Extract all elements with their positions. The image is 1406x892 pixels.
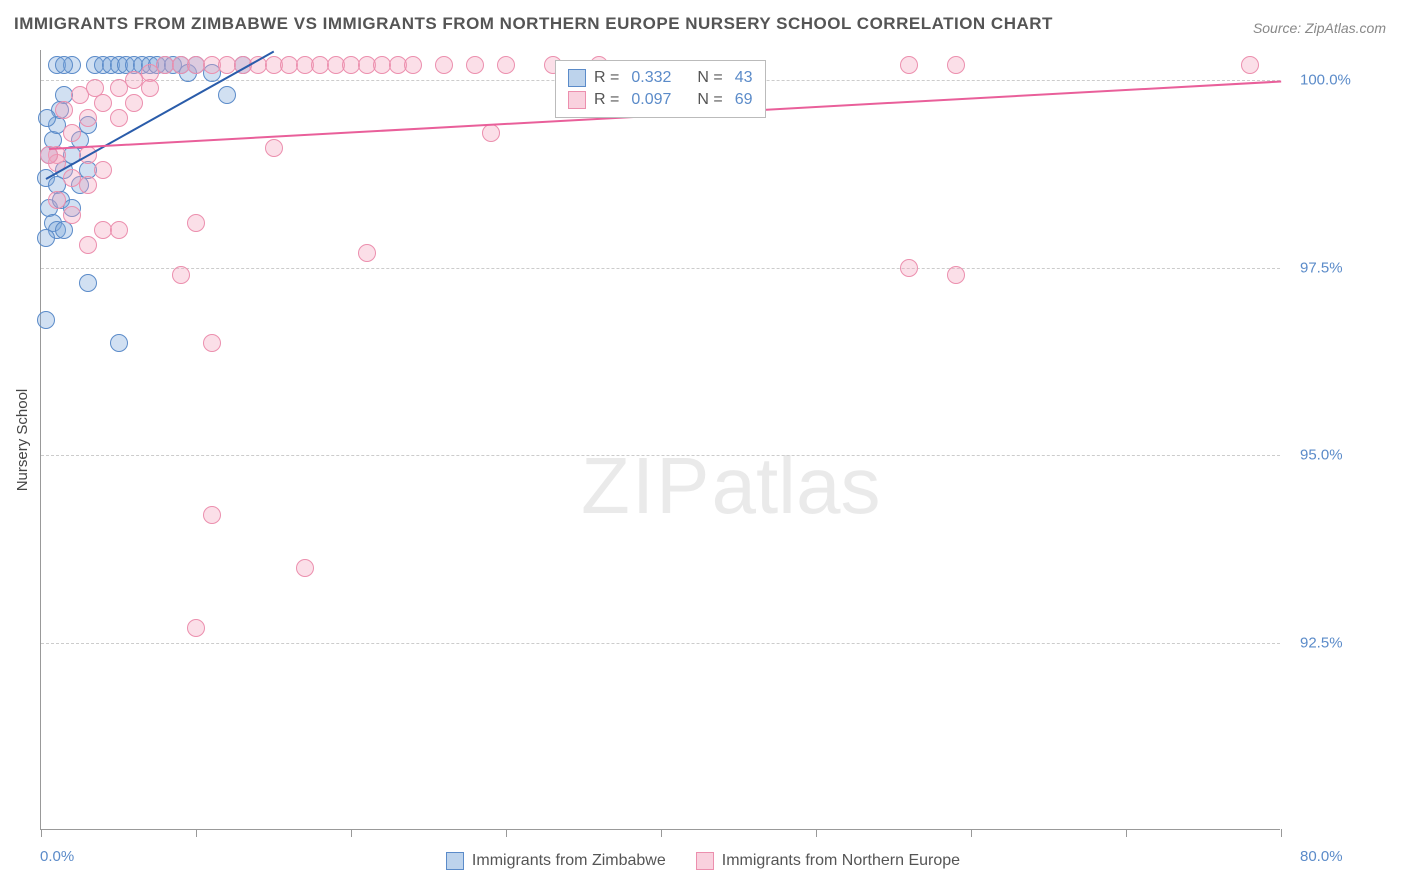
data-point (358, 244, 376, 262)
legend-r-value: 0.332 (631, 69, 671, 87)
legend-swatch-pink (696, 852, 714, 870)
y-tick-label: 95.0% (1300, 447, 1343, 464)
data-point (296, 559, 314, 577)
y-axis-title: Nursery School (14, 389, 31, 492)
data-point (63, 124, 81, 142)
data-point (218, 86, 236, 104)
gridline (41, 268, 1280, 269)
legend-n-value: 69 (735, 91, 753, 109)
data-point (203, 506, 221, 524)
bottom-legend: Immigrants from Zimbabwe Immigrants from… (0, 852, 1406, 870)
legend-n-label: N = (697, 69, 722, 87)
data-point (55, 101, 73, 119)
legend-label: Immigrants from Zimbabwe (472, 852, 666, 870)
data-point (79, 274, 97, 292)
data-point (55, 56, 73, 74)
x-axis-label-min: 0.0% (40, 848, 74, 865)
data-point (110, 334, 128, 352)
data-point (63, 206, 81, 224)
legend-r-value: 0.097 (631, 91, 671, 109)
data-point (79, 109, 97, 127)
data-point (79, 176, 97, 194)
data-point (900, 56, 918, 74)
legend-r-label: R = (594, 69, 619, 87)
data-point (947, 266, 965, 284)
data-point (48, 191, 66, 209)
data-point (187, 619, 205, 637)
x-tick (41, 829, 42, 837)
gridline (41, 455, 1280, 456)
data-point (435, 56, 453, 74)
data-point (482, 124, 500, 142)
data-point (466, 56, 484, 74)
data-point (187, 214, 205, 232)
data-point (37, 229, 55, 247)
data-point (79, 236, 97, 254)
data-point (900, 259, 918, 277)
data-point (94, 161, 112, 179)
x-tick (196, 829, 197, 837)
data-point (141, 79, 159, 97)
data-point (86, 79, 104, 97)
x-tick (971, 829, 972, 837)
data-point (110, 221, 128, 239)
x-axis-label-max: 80.0% (1300, 848, 1343, 865)
data-point (125, 94, 143, 112)
legend-r-label: R = (594, 91, 619, 109)
correlation-legend: R = 0.332 N = 43 R = 0.097 N = 69 (555, 60, 766, 118)
data-point (203, 334, 221, 352)
plot-area: ZIPatlas (40, 50, 1280, 830)
data-point (497, 56, 515, 74)
legend-item-neurope: Immigrants from Northern Europe (696, 852, 960, 870)
watermark: ZIPatlas (581, 440, 880, 532)
legend-n-value: 43 (735, 69, 753, 87)
x-tick (1126, 829, 1127, 837)
data-point (265, 139, 283, 157)
source-label: Source: ZipAtlas.com (1253, 20, 1386, 36)
y-tick-label: 92.5% (1300, 634, 1343, 651)
legend-row: R = 0.332 N = 43 (568, 67, 753, 89)
legend-row: R = 0.097 N = 69 (568, 89, 753, 111)
x-tick (816, 829, 817, 837)
data-point (1241, 56, 1259, 74)
legend-n-label: N = (697, 91, 722, 109)
data-point (172, 266, 190, 284)
legend-swatch-blue (446, 852, 464, 870)
gridline (41, 643, 1280, 644)
legend-label: Immigrants from Northern Europe (722, 852, 960, 870)
x-tick (506, 829, 507, 837)
x-tick (1281, 829, 1282, 837)
y-tick-label: 100.0% (1300, 72, 1351, 89)
legend-item-zimbabwe: Immigrants from Zimbabwe (446, 852, 666, 870)
data-point (404, 56, 422, 74)
legend-swatch (568, 69, 586, 87)
x-tick (351, 829, 352, 837)
data-point (37, 311, 55, 329)
x-tick (661, 829, 662, 837)
y-tick-label: 97.5% (1300, 259, 1343, 276)
data-point (947, 56, 965, 74)
data-point (38, 109, 56, 127)
data-point (110, 109, 128, 127)
legend-swatch (568, 91, 586, 109)
chart-title: IMMIGRANTS FROM ZIMBABWE VS IMMIGRANTS F… (14, 14, 1053, 34)
